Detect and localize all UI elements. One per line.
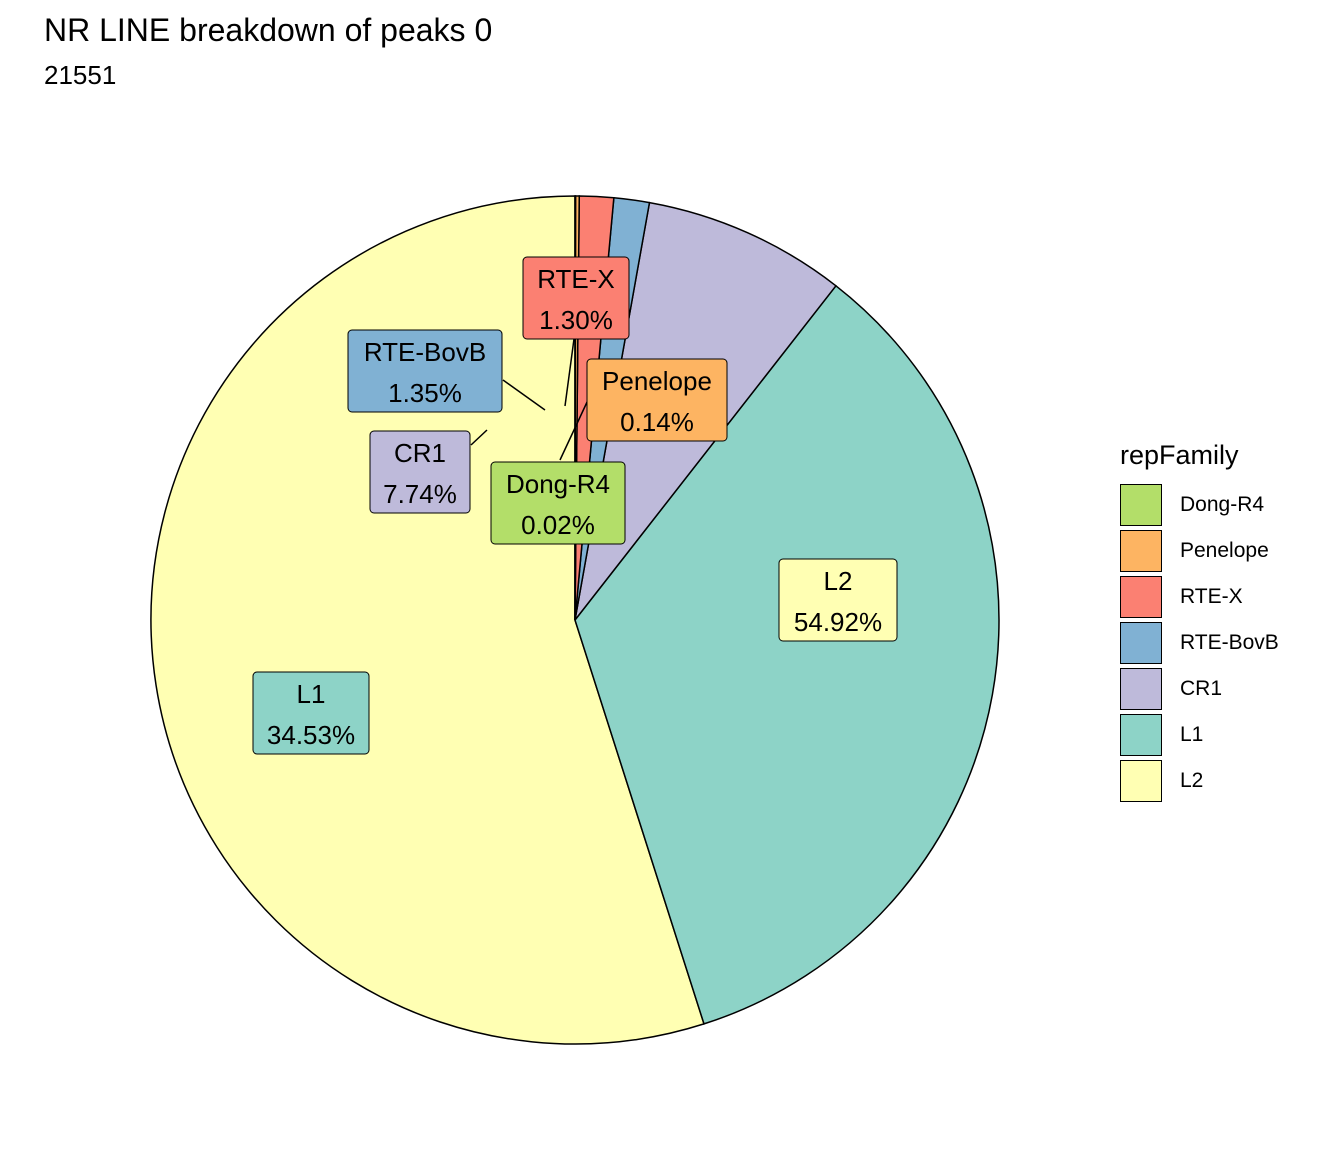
slice-label-dong-r4: Dong-R4 0.02%	[490, 461, 626, 545]
legend-label-l1: L1	[1180, 723, 1204, 746]
label-box-rte-bovb	[347, 329, 503, 413]
label-box-l2	[778, 558, 898, 642]
label-value-rte-bovb: 1.35%	[388, 378, 462, 408]
slice-label-penelope: Penelope 0.14%	[586, 358, 728, 442]
leader-line-cr1	[470, 429, 488, 446]
pie-chart: L254.92%L134.53%CR17.74%RTE-BovB1.35%RTE…	[150, 195, 1000, 1045]
legend-item-l2: L2	[1120, 758, 1279, 804]
slice-label-l2: L2 54.92%	[778, 558, 898, 642]
label-value-l1: 34.53%	[267, 720, 355, 750]
label-box-cr1	[369, 430, 471, 514]
pie-slice-l1	[574, 284, 1000, 1025]
label-name-penelope: Penelope	[602, 366, 712, 396]
label-name-dong-r4: Dong-R4	[506, 469, 610, 499]
legend-swatch-rte-bovb	[1120, 622, 1162, 664]
label-value-rte-x: 1.30%	[539, 305, 613, 335]
legend-item-cr1: CR1	[1120, 666, 1279, 712]
legend-swatch-dong-r4	[1120, 484, 1162, 526]
chart-title: NR LINE breakdown of peaks 0	[44, 12, 493, 48]
chart-subtitle: 21551	[44, 60, 117, 90]
legend-items: Dong-R4 Penelope RTE-X RTE-BovB CR1 L1 L2	[1120, 482, 1279, 804]
legend-item-dong-r4: Dong-R4	[1120, 482, 1279, 528]
legend-swatch-penelope	[1120, 530, 1162, 572]
pie-slice-l2	[150, 195, 705, 1045]
slice-label-rte-bovb: RTE-BovB 1.35%	[347, 329, 503, 413]
legend-swatch-l1	[1120, 714, 1162, 756]
label-name-l1: L1	[297, 679, 326, 709]
slice-label-cr1: CR1 7.74%	[369, 430, 471, 514]
legend-item-l1: L1	[1120, 712, 1279, 758]
legend-label-cr1: CR1	[1180, 677, 1223, 700]
label-name-rte-x: RTE-X	[537, 264, 615, 294]
label-name-l2: L2	[824, 566, 853, 596]
legend-title: repFamily	[1120, 440, 1239, 470]
leader-line-rte-x	[564, 338, 575, 407]
legend-swatch-cr1	[1120, 668, 1162, 710]
label-name-cr1: CR1	[394, 438, 446, 468]
legend: repFamily Dong-R4 Penelope RTE-X RTE-BovB CR…	[1120, 438, 1279, 804]
legend-swatch-rte-x	[1120, 576, 1162, 618]
label-box-penelope	[586, 358, 728, 442]
legend-label-dong-r4: Dong-R4	[1180, 493, 1265, 516]
slice-label-l1: L1 34.53%	[252, 671, 370, 755]
slice-label-rte-x: RTE-X 1.30%	[522, 256, 630, 340]
legend-label-rte-x: RTE-X	[1180, 585, 1243, 608]
label-box-l1	[252, 671, 370, 755]
label-name-rte-bovb: RTE-BovB	[364, 337, 486, 367]
legend-item-rte-bovb: RTE-BovB	[1120, 620, 1279, 666]
label-box-rte-x	[522, 256, 630, 340]
label-box-dong-r4	[490, 461, 626, 545]
legend-swatch-l2	[1120, 760, 1162, 802]
legend-label-penelope: Penelope	[1180, 539, 1269, 562]
legend-item-rte-x: RTE-X	[1120, 574, 1279, 620]
legend-item-penelope: Penelope	[1120, 528, 1279, 574]
leader-line-penelope	[559, 399, 589, 461]
legend-label-rte-bovb: RTE-BovB	[1180, 631, 1279, 654]
leader-line-rte-bovb	[502, 379, 546, 411]
label-value-l2: 54.92%	[794, 607, 882, 637]
label-value-cr1: 7.74%	[383, 479, 457, 509]
label-value-dong-r4: 0.02%	[521, 510, 595, 540]
legend-label-l2: L2	[1180, 769, 1204, 792]
label-value-penelope: 0.14%	[620, 407, 694, 437]
